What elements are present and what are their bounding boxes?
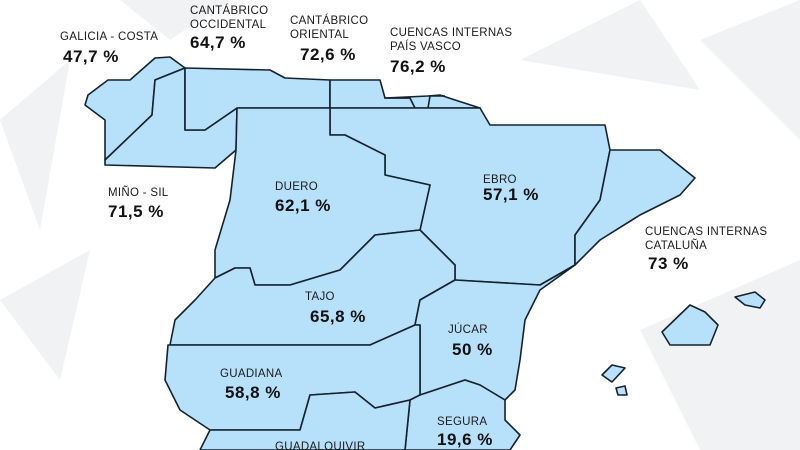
island	[601, 364, 626, 383]
island	[734, 291, 766, 309]
island	[615, 385, 628, 396]
basin-name: ORIENTAL	[290, 29, 349, 41]
basin-name: JÚCAR	[448, 323, 488, 336]
bg-shape	[520, 0, 700, 90]
basin-name: EBRO	[483, 174, 517, 186]
basin-cataluna	[574, 149, 696, 266]
bg-shape	[0, 250, 90, 380]
basins	[84, 56, 766, 450]
basin-name: GUADIANA	[220, 368, 282, 380]
basin-value: 73 %	[648, 254, 689, 273]
basin-name: CUENCAS INTERNAS	[645, 226, 767, 238]
basin-name: OCCIDENTAL	[190, 19, 267, 31]
basin-value: 72,6 %	[300, 45, 356, 64]
basin-tajo	[169, 229, 456, 346]
basin-value: 64,7 %	[190, 33, 246, 52]
labels: GALICIA - COSTA 47,7 % CANTÁBRICO OCCIDENTA…	[60, 4, 767, 450]
bg-shape	[120, 0, 230, 40]
basin-segura	[404, 379, 521, 450]
basin-name: CATALUÑA	[645, 239, 707, 252]
basin-cantabrico-oriental	[329, 79, 416, 109]
basin-value: 19,6 %	[437, 430, 493, 449]
basin-value: 58,8 %	[225, 383, 281, 402]
basin-value: 57,1 %	[483, 185, 539, 204]
basin-name: CANTÁBRICO	[290, 14, 368, 27]
basin-value: 50 %	[452, 340, 493, 359]
island	[661, 304, 719, 346]
basin-name: CANTÁBRICO	[190, 4, 268, 17]
basin-value: 65,8 %	[310, 307, 366, 326]
basin-value: 76,2 %	[390, 57, 446, 76]
basin-name: SEGURA	[437, 416, 487, 428]
bg-shape	[700, 0, 800, 140]
basin-name: GALICIA - COSTA	[60, 31, 158, 43]
basin-name: MIÑO - SIL	[108, 186, 169, 199]
basin-name: PAÍS VASCO	[390, 40, 461, 53]
basin-value: 62,1 %	[275, 196, 331, 215]
basin-value: 71,5 %	[108, 202, 164, 221]
basin-name: TAJO	[305, 291, 335, 303]
bg-shape	[0, 60, 70, 230]
basin-name: GUADALQUIVIR	[275, 441, 366, 450]
basin-name: DUERO	[275, 181, 318, 193]
bg-shape	[640, 260, 800, 450]
basin-name: CUENCAS INTERNAS	[390, 27, 512, 39]
basin-border	[427, 95, 445, 109]
basin-value: 47,7 %	[63, 47, 119, 66]
basin-guadalquivir	[199, 391, 411, 450]
